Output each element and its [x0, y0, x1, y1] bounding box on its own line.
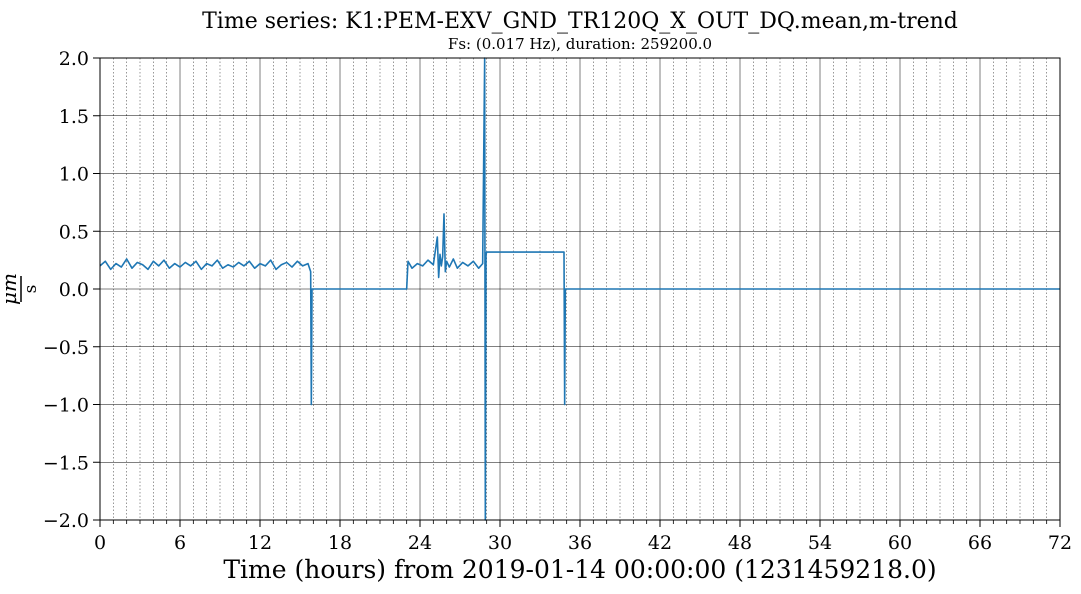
y-tick-label: −0.5: [43, 337, 89, 359]
x-tick-label: 0: [94, 532, 106, 554]
x-tick-label: 72: [1048, 532, 1072, 554]
x-tick-label: 24: [408, 532, 432, 554]
y-tick-label: 2.0: [59, 48, 89, 70]
y-tick-label: 1.0: [59, 164, 89, 186]
x-tick-label: 66: [968, 532, 992, 554]
y-axis-label-denominator: s: [21, 285, 41, 294]
x-tick-label: 48: [728, 532, 752, 554]
series-line: [99, 57, 1060, 521]
x-tick-label: 42: [648, 532, 672, 554]
y-axis-label: μm s: [0, 273, 41, 305]
y-tick-label: −1.0: [43, 395, 89, 417]
x-tick-label: 54: [808, 532, 832, 554]
x-tick-label: 36: [568, 532, 592, 554]
y-tick-label: −2.0: [43, 510, 89, 532]
x-tick-label: 60: [888, 532, 912, 554]
axis-ticks: 0 6 12 18 24 30 36 42 48 54 60 66 72 −2.0 −1.5 −1.0 −0.5…: [43, 48, 1072, 554]
x-tick-label: 6: [174, 532, 186, 554]
x-tick-label: 12: [248, 532, 272, 554]
x-tick-label: 18: [328, 532, 352, 554]
y-tick-label: 1.5: [59, 106, 89, 128]
y-tick-label: 0.5: [59, 221, 89, 243]
chart-subtitle: Fs: (0.017 Hz), duration: 259200.0: [448, 35, 712, 53]
y-tick-label: −1.5: [43, 452, 89, 474]
x-tick-label: 30: [488, 532, 512, 554]
y-tick-label: 0.0: [59, 279, 89, 301]
chart-title: Time series: K1:PEM-EXV_GND_TR120Q_X_OUT…: [202, 9, 958, 34]
series-layer: [99, 57, 1060, 521]
x-axis-label: Time (hours) from 2019-01-14 00:00:00 (1…: [223, 555, 936, 584]
y-axis-label-numerator: μm: [0, 273, 21, 305]
